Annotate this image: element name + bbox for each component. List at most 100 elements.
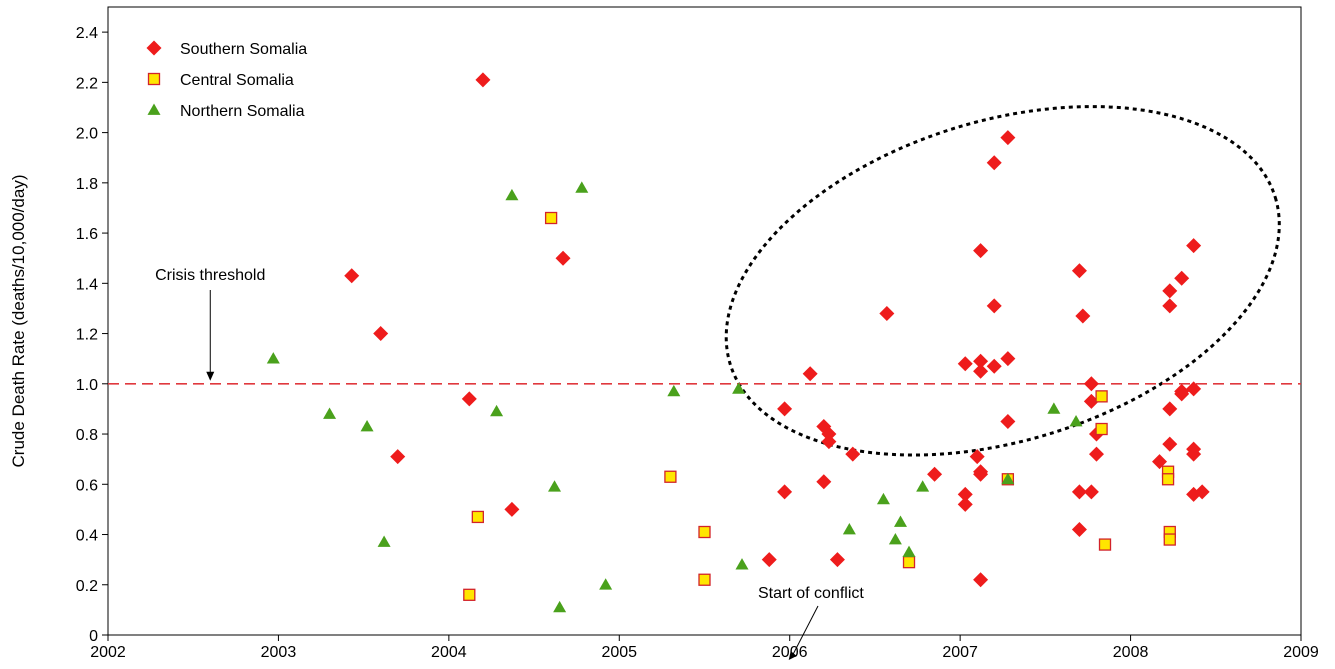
central-somalia-point: [698, 573, 711, 586]
northern-somalia-point: [360, 420, 374, 432]
northern-somalia-point: [575, 181, 589, 193]
southern-somalia-point: [927, 466, 943, 482]
x-tick-label: 2005: [601, 644, 637, 661]
annotations: Crisis threshold Start of conflict: [155, 267, 864, 660]
northern-somalia-point: [916, 480, 930, 492]
y-tick-label: 0.4: [76, 528, 98, 545]
northern-somalia-point: [548, 480, 562, 492]
y-tick-label: 0.6: [76, 477, 98, 494]
southern-somalia-point: [1186, 446, 1202, 462]
y-tick-label: 1.2: [76, 327, 98, 344]
northern-somalia-point: [505, 188, 519, 201]
legend-marker-southern-somalia: [146, 40, 162, 56]
southern-somalia-point: [986, 358, 1002, 374]
southern-somalia-point: [1162, 401, 1178, 417]
x-tick-label: 2004: [431, 644, 467, 661]
y-tick-label: 0.8: [76, 427, 98, 444]
southern-somalia-point: [1071, 521, 1087, 537]
y-tick-label: 1.6: [76, 226, 98, 243]
southern-somalia-point: [1083, 484, 1099, 500]
northern-somalia-point: [876, 492, 890, 505]
southern-somalia-point: [1194, 484, 1210, 500]
southern-somalia-point: [816, 474, 832, 490]
southern-somalia-point: [986, 155, 1002, 171]
southern-somalia-point: [1083, 376, 1099, 392]
southern-somalia-point: [777, 401, 793, 417]
southern-somalia-point: [1000, 351, 1016, 367]
southern-somalia-point: [344, 268, 360, 284]
start-of-conflict-arrowhead: [788, 651, 797, 660]
southern-somalia-point: [973, 243, 989, 259]
northern-somalia-point: [667, 384, 681, 397]
plot-area-frame: [107, 6, 1302, 636]
x-tick-label: 2007: [942, 644, 978, 661]
northern-somalia-point: [1001, 472, 1015, 485]
central-somalia-point: [1163, 533, 1176, 546]
northern-somalia-point: [735, 558, 749, 570]
y-axis: 0 0.2 0.4 0.6 0.8 1.0 1.2 1.4 1.6 1.8 2.0 2.2 2.4 Cru…: [9, 25, 108, 645]
central-somalia-point: [463, 588, 476, 601]
southern-somalia-point: [1000, 130, 1016, 146]
southern-somalia-point: [1071, 484, 1087, 500]
central-somalia-point: [664, 470, 677, 483]
southern-somalia-point: [973, 572, 989, 588]
legend-marker-northern-somalia: [147, 103, 161, 115]
northern-somalia-point: [888, 533, 902, 545]
southern-somalia-point: [973, 466, 989, 482]
y-tick-label: 2.0: [76, 126, 98, 143]
southern-somalia-point: [973, 353, 989, 369]
southern-somalia-point: [973, 363, 989, 379]
southern-somalia-point: [821, 434, 837, 450]
southern-somalia-point: [986, 298, 1002, 314]
northern-somalia-point: [732, 382, 746, 394]
northern-somalia-point: [377, 535, 391, 547]
central-somalia-point: [1098, 538, 1112, 551]
y-tick-label: 1.8: [76, 176, 98, 193]
southern-somalia-point: [1186, 238, 1202, 254]
southern-somalia-point: [475, 72, 491, 88]
southern-somalia-point: [373, 326, 389, 342]
southern-somalia-point: [829, 552, 845, 568]
southern-somalia-point: [1071, 263, 1087, 279]
x-tick-label: 2008: [1113, 644, 1149, 661]
series-southern-somalia: [344, 72, 1210, 588]
y-tick-label: 0: [89, 628, 98, 645]
series-northern-somalia: [266, 181, 1083, 613]
southern-somalia-point: [957, 496, 973, 512]
series-central-somalia: [463, 211, 1176, 601]
southern-somalia-point: [504, 501, 520, 517]
legend-label-northern-somalia: Northern Somalia: [180, 103, 305, 120]
northern-somalia-point: [323, 407, 337, 419]
southern-somalia-point: [777, 484, 793, 500]
crisis-threshold-arrowhead: [206, 371, 215, 381]
data-points: [266, 72, 1210, 613]
southern-somalia-point: [957, 486, 973, 502]
y-tick-label: 1.4: [76, 276, 98, 293]
northern-somalia-point: [266, 352, 280, 364]
northern-somalia-point: [553, 600, 567, 613]
southern-somalia-point: [1152, 454, 1168, 470]
y-axis-label: Crude Death Rate (deaths/10,000/day): [9, 175, 28, 468]
legend: Southern Somalia Central Somalia Northern …: [146, 40, 307, 120]
x-axis: 2002 2003 2004 2005 2006 2007 2008 2009: [90, 635, 1319, 661]
legend-label-southern-somalia: Southern Somalia: [180, 41, 307, 58]
central-somalia-point: [471, 510, 484, 524]
central-somalia-point: [1161, 473, 1175, 486]
northern-somalia-point: [490, 404, 504, 417]
central-somalia-point: [902, 556, 916, 569]
southern-somalia-point: [1162, 283, 1178, 299]
northern-somalia-point: [1069, 414, 1083, 427]
legend-marker-central-somalia: [147, 72, 161, 86]
southern-somalia-point: [1000, 413, 1016, 429]
southern-somalia-point: [821, 426, 837, 442]
northern-somalia-point: [599, 578, 613, 590]
y-tick-label: 2.2: [76, 75, 98, 92]
southern-somalia-point: [555, 250, 571, 266]
southern-somalia-point: [1088, 446, 1104, 462]
x-tick-label: 2009: [1283, 644, 1319, 661]
southern-somalia-point: [461, 391, 477, 407]
highlight-ellipse: [724, 105, 1281, 457]
start-of-conflict-label: Start of conflict: [758, 585, 864, 602]
